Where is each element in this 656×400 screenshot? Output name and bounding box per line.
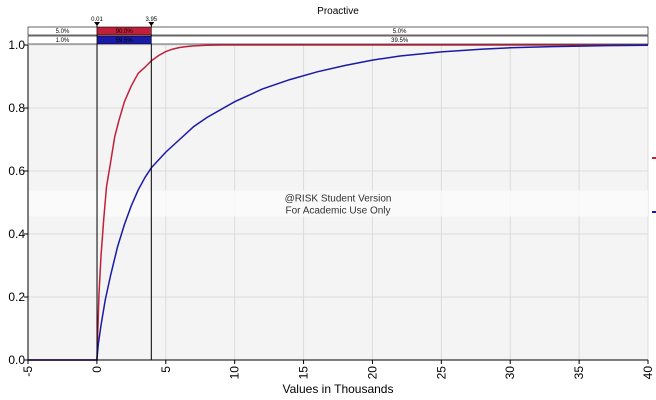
band-left-label: 1.0% xyxy=(56,38,70,44)
x-tick-label: 20 xyxy=(365,366,379,380)
left-marker-handle[interactable] xyxy=(94,22,101,26)
right-marker-value: 3.95 xyxy=(145,17,157,23)
percent-bands: 5.0% 90.0% 5.0% 1.0% 59.5% 39.5% xyxy=(27,26,649,45)
y-tick-label: 0.0 xyxy=(8,353,25,367)
marker-lines: 0.01 3.95 xyxy=(91,17,158,360)
chart-title: Proactive xyxy=(317,6,359,17)
y-tick-label: 0.8 xyxy=(8,101,25,115)
y-tick-label: 1.0 xyxy=(8,38,25,52)
x-tick-label: 10 xyxy=(228,366,242,380)
series-line-1 xyxy=(28,44,648,361)
band-right-label: 39.5% xyxy=(391,38,409,44)
y-tick-label: 0.6 xyxy=(8,164,25,178)
band-left-label: 5.0% xyxy=(56,29,70,35)
left-marker-value: 0.01 xyxy=(91,17,103,23)
legend-swatch-blue xyxy=(652,211,656,213)
x-tick-label: 40 xyxy=(641,366,655,380)
series-line-2 xyxy=(28,44,649,361)
series-layer xyxy=(28,44,649,361)
watermark-line-1: @RISK Student Version xyxy=(285,194,392,205)
x-axis-label: Values in Thousands xyxy=(283,382,394,396)
legend-swatch-red xyxy=(652,157,656,159)
band-middle-label: 59.5% xyxy=(116,38,134,44)
x-tick-label: 35 xyxy=(572,366,586,380)
band-right-label: 5.0% xyxy=(393,29,407,35)
y-tick-label: 0.4 xyxy=(8,227,25,241)
watermark-line-2: For Academic Use Only xyxy=(285,206,390,217)
band-middle-label: 90.0% xyxy=(116,29,134,35)
x-tick-label: 0 xyxy=(90,366,104,373)
x-tick-label: 15 xyxy=(297,366,311,380)
x-tick-label: 30 xyxy=(503,366,517,380)
y-tick-label: 0.2 xyxy=(8,290,25,304)
band-right-segment xyxy=(151,35,649,45)
band-right-segment xyxy=(151,26,649,36)
right-marker-handle[interactable] xyxy=(148,22,155,26)
x-tick-label: 5 xyxy=(159,366,173,373)
x-tick-label: -5 xyxy=(21,366,35,377)
watermark-band xyxy=(28,190,648,217)
axes: -5 0 5 10 15 20 25 30 35 40 0.0 0.2 0.4 0.6 0.8 1.0 xyxy=(8,38,655,379)
x-tick-label: 25 xyxy=(434,366,448,380)
